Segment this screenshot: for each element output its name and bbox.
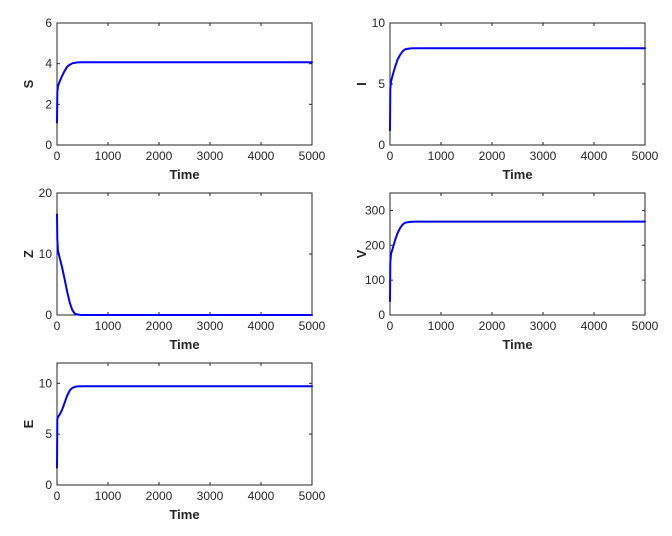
- y-tick-label: 100: [365, 273, 385, 287]
- y-axis-label: E: [21, 419, 36, 428]
- y-tick-label: 10: [372, 16, 386, 30]
- x-tick-label: 1000: [95, 489, 122, 503]
- x-axis-label: Time: [169, 167, 199, 182]
- x-tick-label: 2000: [146, 489, 173, 503]
- series-line-i: [389, 47, 646, 132]
- y-axis-label: I: [354, 82, 369, 86]
- y-tick-label: 4: [45, 57, 52, 71]
- plot-area-s: [56, 22, 313, 146]
- x-tick-label: 5000: [632, 319, 659, 333]
- x-tick-label: 1000: [428, 149, 455, 163]
- x-tick-label: 5000: [299, 489, 326, 503]
- series-line-v: [389, 220, 646, 303]
- x-tick-label: 3000: [197, 489, 224, 503]
- subplot-e: 0 1000 2000 3000 4000 5000 0 5 10 Time E: [21, 362, 326, 522]
- x-tick-label: 1000: [95, 149, 122, 163]
- y-axis-label: V: [354, 249, 369, 258]
- plot-area-v: [389, 192, 646, 316]
- y-tick-label: 300: [365, 203, 385, 217]
- subplot-i: 0 1000 2000 3000 4000 5000 0 5 10 Time I: [354, 16, 659, 182]
- y-tick-label: 5: [45, 427, 52, 441]
- series-line-s: [56, 61, 313, 124]
- x-tick-label: 4000: [248, 149, 275, 163]
- x-tick-label: 3000: [197, 319, 224, 333]
- y-tick-label: 20: [39, 186, 53, 200]
- plot-area-i: [389, 22, 646, 146]
- x-axis-label: Time: [502, 337, 532, 352]
- series-line-z: [56, 213, 313, 316]
- x-tick-label: 5000: [299, 319, 326, 333]
- y-tick-label: 6: [45, 16, 52, 30]
- x-tick-label: 5000: [632, 149, 659, 163]
- subplot-s: 0 1000 2000 3000 4000 5000 0 2 4 6 Time S: [21, 16, 326, 182]
- subplot-z: 0 1000 2000 3000 4000 5000 0 10 20 Time Z: [21, 186, 326, 352]
- y-tick-label: 10: [39, 376, 53, 390]
- x-tick-label: 0: [387, 149, 394, 163]
- x-tick-label: 4000: [581, 319, 608, 333]
- y-tick-label: 0: [45, 308, 52, 322]
- y-tick-label: 0: [378, 308, 385, 322]
- y-axis-label: S: [21, 79, 36, 88]
- x-tick-label: 4000: [248, 319, 275, 333]
- x-tick-label: 3000: [530, 149, 557, 163]
- series-line-e: [56, 385, 313, 469]
- x-tick-label: 2000: [146, 319, 173, 333]
- y-tick-label: 0: [45, 138, 52, 152]
- x-axis-label: Time: [169, 337, 199, 352]
- x-tick-label: 5000: [299, 149, 326, 163]
- x-tick-label: 3000: [197, 149, 224, 163]
- y-tick-label: 10: [39, 247, 53, 261]
- x-tick-label: 0: [54, 149, 61, 163]
- x-tick-label: 4000: [248, 489, 275, 503]
- x-tick-label: 4000: [581, 149, 608, 163]
- x-tick-label: 1000: [428, 319, 455, 333]
- x-tick-label: 0: [54, 489, 61, 503]
- y-tick-label: 200: [365, 238, 385, 252]
- x-axis-label: Time: [169, 507, 199, 522]
- x-tick-label: 3000: [530, 319, 557, 333]
- x-tick-label: 2000: [479, 319, 506, 333]
- y-axis-label: Z: [21, 250, 36, 258]
- x-axis-label: Time: [502, 167, 532, 182]
- plot-area-e: [56, 362, 313, 486]
- x-tick-label: 0: [54, 319, 61, 333]
- y-tick-label: 2: [45, 97, 52, 111]
- x-tick-label: 0: [387, 319, 394, 333]
- plot-area-z: [56, 192, 313, 316]
- x-tick-label: 2000: [479, 149, 506, 163]
- x-tick-label: 1000: [95, 319, 122, 333]
- y-tick-label: 5: [378, 77, 385, 91]
- y-tick-label: 0: [45, 478, 52, 492]
- x-tick-label: 2000: [146, 149, 173, 163]
- subplot-v: 0 1000 2000 3000 4000 5000 0 100 200 300 Time V: [354, 192, 659, 352]
- y-tick-label: 0: [378, 138, 385, 152]
